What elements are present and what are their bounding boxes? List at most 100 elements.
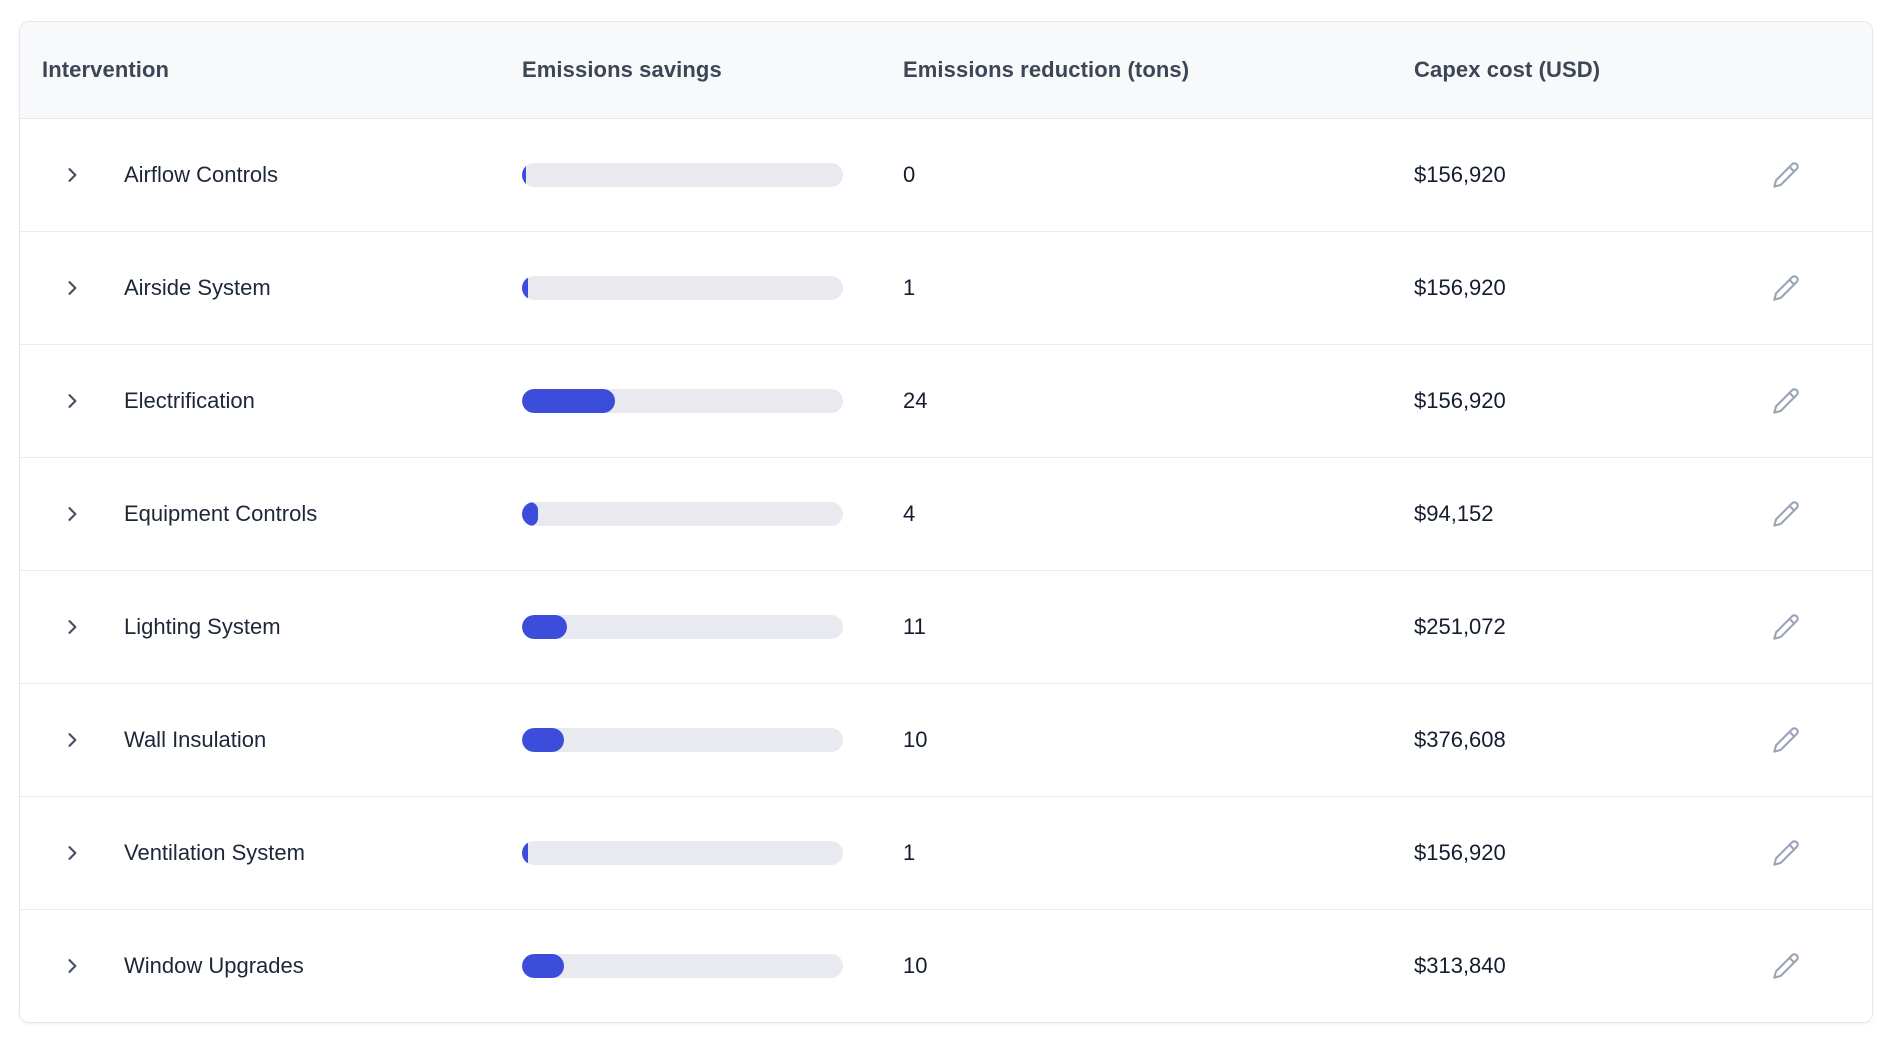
emissions-savings-fill <box>522 389 616 413</box>
emissions-savings-bar <box>522 615 843 639</box>
edit-cell <box>1700 497 1872 531</box>
capex-value: $251,072 <box>1414 614 1506 639</box>
emissions-savings-fill <box>522 276 529 300</box>
capex-value: $376,608 <box>1414 727 1506 752</box>
table-row: Airflow Controls 0 $156,920 <box>20 119 1872 232</box>
intervention-label: Lighting System <box>124 614 281 639</box>
emissions-savings-cell <box>522 841 903 865</box>
emissions-savings-bar <box>522 502 843 526</box>
capex-cell: $156,920 <box>1414 840 1700 866</box>
intervention-cell: Equipment Controls <box>20 501 522 527</box>
column-header-intervention: Intervention <box>42 57 170 82</box>
emissions-savings-cell <box>522 954 903 978</box>
expand-row-button[interactable] <box>60 954 84 978</box>
emissions-savings-fill <box>522 163 526 187</box>
table-row: Wall Insulation 10 $376,608 <box>20 684 1872 797</box>
edit-row-button[interactable] <box>1769 836 1803 870</box>
emissions-savings-bar <box>522 276 843 300</box>
emissions-reduction-value: 1 <box>903 840 916 865</box>
intervention-label: Airflow Controls <box>124 162 279 187</box>
table-row: Window Upgrades 10 $313,840 <box>20 910 1872 1022</box>
emissions-reduction-cell: 10 <box>903 953 1414 979</box>
intervention-cell: Airside System <box>20 275 522 301</box>
emissions-reduction-cell: 1 <box>903 840 1414 866</box>
intervention-label: Electrification <box>124 388 255 413</box>
emissions-savings-fill <box>522 728 564 752</box>
emissions-reduction-cell: 11 <box>903 614 1414 640</box>
edit-row-button[interactable] <box>1769 271 1803 305</box>
expand-row-button[interactable] <box>60 615 84 639</box>
capex-cell: $313,840 <box>1414 953 1700 979</box>
edit-row-button[interactable] <box>1769 723 1803 757</box>
edit-cell <box>1700 158 1872 192</box>
intervention-label: Airside System <box>124 275 271 300</box>
expand-row-button[interactable] <box>60 163 84 187</box>
capex-value: $156,920 <box>1414 388 1506 413</box>
column-header-capex-cost: Capex cost (USD) <box>1414 57 1601 82</box>
expand-row-button[interactable] <box>60 502 84 526</box>
emissions-reduction-cell: 1 <box>903 275 1414 301</box>
intervention-label: Wall Insulation <box>124 727 267 752</box>
expand-row-button[interactable] <box>60 728 84 752</box>
emissions-savings-fill <box>522 841 529 865</box>
edit-row-button[interactable] <box>1769 497 1803 531</box>
edit-row-button[interactable] <box>1769 158 1803 192</box>
expand-row-button[interactable] <box>60 389 84 413</box>
emissions-savings-cell <box>522 728 903 752</box>
chevron-right-icon <box>62 391 82 411</box>
chevron-right-icon <box>62 165 82 185</box>
emissions-savings-bar <box>522 954 843 978</box>
emissions-savings-bar <box>522 841 843 865</box>
pencil-icon <box>1772 500 1800 528</box>
pencil-icon <box>1772 161 1800 189</box>
pencil-icon <box>1772 839 1800 867</box>
chevron-right-icon <box>62 956 82 976</box>
edit-cell <box>1700 610 1872 644</box>
chevron-right-icon <box>62 504 82 524</box>
emissions-reduction-value: 0 <box>903 162 916 187</box>
table-row: Airside System 1 $156,920 <box>20 232 1872 345</box>
intervention-cell: Ventilation System <box>20 840 522 866</box>
column-header-emissions-reduction: Emissions reduction (tons) <box>903 57 1190 82</box>
capex-value: $156,920 <box>1414 162 1506 187</box>
pencil-icon <box>1772 387 1800 415</box>
pencil-icon <box>1772 726 1800 754</box>
emissions-savings-bar <box>522 163 843 187</box>
emissions-savings-cell <box>522 276 903 300</box>
table-body: Airflow Controls 0 $156,920 <box>20 119 1872 1022</box>
capex-cell: $376,608 <box>1414 727 1700 753</box>
edit-row-button[interactable] <box>1769 384 1803 418</box>
capex-cell: $251,072 <box>1414 614 1700 640</box>
emissions-reduction-value: 1 <box>903 275 916 300</box>
edit-cell <box>1700 949 1872 983</box>
edit-cell <box>1700 836 1872 870</box>
expand-row-button[interactable] <box>60 276 84 300</box>
capex-value: $94,152 <box>1414 501 1494 526</box>
table-row: Electrification 24 $156,920 <box>20 345 1872 458</box>
capex-cell: $94,152 <box>1414 501 1700 527</box>
edit-row-button[interactable] <box>1769 610 1803 644</box>
edit-cell <box>1700 271 1872 305</box>
capex-cell: $156,920 <box>1414 162 1700 188</box>
emissions-savings-fill <box>522 502 539 526</box>
edit-row-button[interactable] <box>1769 949 1803 983</box>
intervention-label: Ventilation System <box>124 840 305 865</box>
intervention-cell: Wall Insulation <box>20 727 522 753</box>
column-header-emissions-savings: Emissions savings <box>522 57 722 82</box>
emissions-reduction-value: 11 <box>903 614 926 639</box>
emissions-savings-cell <box>522 163 903 187</box>
table-row: Ventilation System 1 $156,920 <box>20 797 1872 910</box>
emissions-savings-bar <box>522 389 843 413</box>
chevron-right-icon <box>62 843 82 863</box>
table-row: Equipment Controls 4 $94,152 <box>20 458 1872 571</box>
pencil-icon <box>1772 274 1800 302</box>
emissions-reduction-value: 10 <box>903 953 928 978</box>
capex-value: $313,840 <box>1414 953 1506 978</box>
intervention-cell: Lighting System <box>20 614 522 640</box>
capex-value: $156,920 <box>1414 840 1506 865</box>
intervention-label: Equipment Controls <box>124 501 318 526</box>
expand-row-button[interactable] <box>60 841 84 865</box>
emissions-savings-cell <box>522 502 903 526</box>
edit-cell <box>1700 384 1872 418</box>
